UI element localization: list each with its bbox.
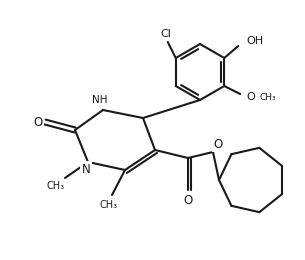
Text: CH₃: CH₃ [259, 93, 276, 101]
Text: O: O [214, 138, 223, 151]
Text: Cl: Cl [160, 29, 171, 39]
Text: O: O [246, 92, 255, 102]
Text: O: O [183, 193, 193, 206]
Text: NH: NH [92, 95, 108, 105]
Text: N: N [82, 162, 90, 176]
Text: CH₃: CH₃ [47, 181, 65, 191]
Text: O: O [33, 115, 43, 128]
Text: CH₃: CH₃ [100, 200, 118, 210]
Text: OH: OH [246, 36, 264, 46]
